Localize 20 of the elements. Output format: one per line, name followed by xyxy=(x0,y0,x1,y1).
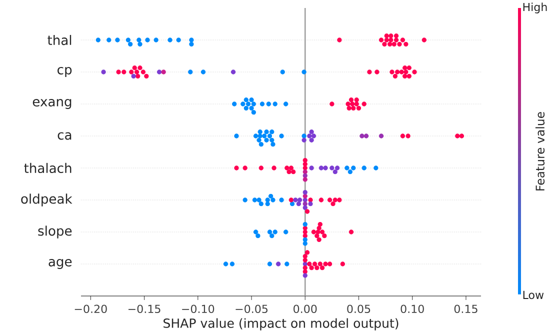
y-tick-label: exang xyxy=(32,98,72,110)
x-tick-label: −0.05 xyxy=(236,304,268,314)
y-tick-label: ca xyxy=(58,132,72,140)
x-tick-label: −0.15 xyxy=(128,304,160,314)
x-tick-label: −0.10 xyxy=(182,304,214,314)
x-tick-label: 0.15 xyxy=(454,304,478,314)
y-tick-label: age xyxy=(48,258,72,270)
x-tick-label: 0.05 xyxy=(347,304,370,314)
text: High xyxy=(523,2,547,14)
y-tick-label: oldpeak xyxy=(21,194,72,206)
y-tick-label: thalach xyxy=(24,162,72,174)
y-tick-label: slope xyxy=(38,226,72,238)
x-tick-label: −0.20 xyxy=(74,304,107,314)
text: Low xyxy=(523,290,544,300)
x-tick-label: 0.00 xyxy=(294,304,317,314)
x-tick-label: 0.10 xyxy=(400,304,424,314)
x-axis-title: SHAP value (impact on model output) xyxy=(164,318,398,330)
color-bar-title: Feature value xyxy=(535,112,545,190)
y-tick-label: thal xyxy=(48,34,72,46)
y-tick-label: cp xyxy=(58,66,72,78)
